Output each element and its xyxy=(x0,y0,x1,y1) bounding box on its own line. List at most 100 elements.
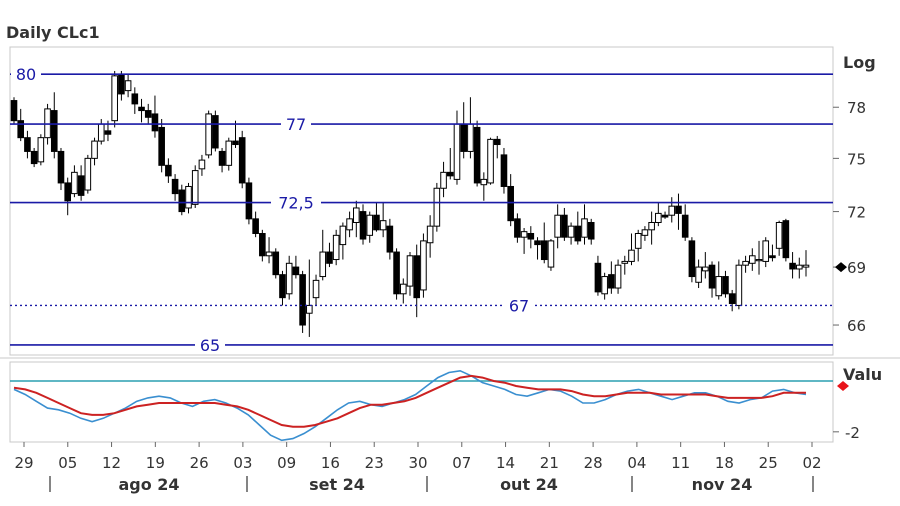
candle xyxy=(540,222,548,264)
candle xyxy=(171,174,179,201)
candle xyxy=(346,211,353,238)
level-label: 65 xyxy=(200,336,220,355)
candle-body xyxy=(299,274,306,326)
price-panel-frame xyxy=(9,46,834,356)
candle-body xyxy=(165,164,172,177)
candle-body xyxy=(359,211,367,240)
candle-body xyxy=(57,150,65,184)
candle xyxy=(279,270,286,306)
x-tick-label: 25 xyxy=(759,454,778,472)
candle xyxy=(238,130,246,189)
candle-body xyxy=(232,140,239,146)
candle xyxy=(299,270,306,333)
candle-body xyxy=(225,140,233,166)
candle xyxy=(205,110,212,159)
candle xyxy=(393,248,400,300)
candle-body xyxy=(540,240,548,261)
candle xyxy=(514,213,521,243)
candle-body xyxy=(279,274,286,299)
candle xyxy=(151,95,159,138)
candle-body xyxy=(245,182,253,220)
candle xyxy=(775,220,783,256)
candle xyxy=(292,255,300,279)
candle-body xyxy=(191,170,199,205)
candle-body xyxy=(742,260,749,266)
candle xyxy=(198,154,206,176)
candle xyxy=(594,255,602,296)
candle-body xyxy=(111,75,118,122)
candle-body xyxy=(460,123,467,152)
y-tick-label: -2 xyxy=(845,424,860,442)
candle xyxy=(77,165,85,201)
candle-body xyxy=(238,137,246,184)
candle-body xyxy=(769,255,776,259)
candle-body xyxy=(10,100,18,122)
level-label: 67 xyxy=(509,296,529,315)
candle-body xyxy=(272,251,280,276)
candle-body xyxy=(259,232,266,257)
x-tick-label: 16 xyxy=(321,454,340,472)
candle-body xyxy=(332,234,340,261)
level-label: 72,5 xyxy=(278,194,314,213)
candle-body xyxy=(37,137,45,163)
candle-body xyxy=(50,110,58,152)
candle-body xyxy=(702,266,709,272)
candle-body xyxy=(655,212,662,223)
candle-body xyxy=(373,214,380,231)
x-tick-label: 23 xyxy=(365,454,384,472)
candle xyxy=(373,202,380,232)
candle-body xyxy=(628,249,635,262)
candle-body xyxy=(668,205,676,216)
scale-label-log: Log xyxy=(843,53,876,72)
candle xyxy=(413,244,421,318)
level-label-bg xyxy=(195,335,225,354)
candle xyxy=(111,70,118,128)
candle-body xyxy=(480,178,488,186)
candle-body xyxy=(507,185,514,222)
candle-body xyxy=(178,189,186,213)
candle xyxy=(614,259,622,294)
candle xyxy=(17,108,25,142)
candle xyxy=(601,272,608,300)
candle-body xyxy=(446,171,454,177)
candle xyxy=(259,229,266,262)
candle xyxy=(668,197,676,223)
candle-body xyxy=(755,259,763,262)
level-label: 77 xyxy=(286,115,306,134)
oscillator-series-line xyxy=(13,374,806,428)
candle xyxy=(118,70,125,101)
candle-body xyxy=(735,264,743,306)
candle-body xyxy=(379,220,387,231)
candle-body xyxy=(285,262,293,295)
candle-body xyxy=(493,138,501,146)
month-label: out 24 xyxy=(500,475,558,494)
candle-body xyxy=(306,304,313,314)
candle xyxy=(272,248,280,279)
candle-body xyxy=(762,240,770,262)
candle xyxy=(218,147,226,173)
candle-body xyxy=(688,240,696,278)
candle xyxy=(265,237,273,264)
candle xyxy=(124,74,132,98)
candle xyxy=(567,222,575,245)
candle-body xyxy=(326,251,333,264)
candle-body xyxy=(802,264,810,268)
candle xyxy=(527,226,535,249)
x-tick-label: 12 xyxy=(102,454,121,472)
candle xyxy=(789,252,796,279)
candle-body xyxy=(84,157,92,191)
candle xyxy=(433,182,441,232)
candle xyxy=(507,174,514,227)
candle-body xyxy=(171,178,179,195)
candle xyxy=(648,211,655,245)
candle-body xyxy=(17,120,25,139)
candle xyxy=(493,135,501,159)
candle xyxy=(708,261,716,298)
candle xyxy=(379,202,387,238)
candle xyxy=(574,211,582,245)
candle xyxy=(306,259,313,337)
candle xyxy=(688,237,696,283)
candle xyxy=(641,226,649,241)
candle xyxy=(547,239,555,271)
candle xyxy=(366,211,374,243)
